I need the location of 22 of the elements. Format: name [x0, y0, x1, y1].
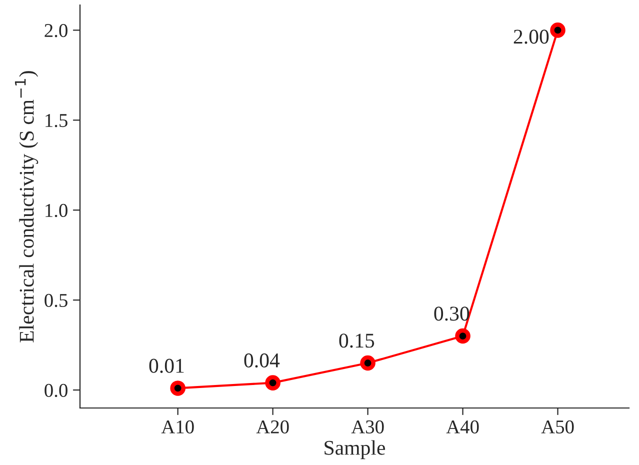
point [455, 328, 470, 344]
text: 0.04 [244, 353, 280, 368]
y-tick-label: 0.0 [44, 384, 68, 398]
text: 0.01 [149, 358, 184, 373]
text: 0.30 [434, 306, 470, 321]
y-tick-label: 1.0 [46, 204, 68, 218]
x-tick-label: A50 [541, 420, 574, 434]
x-tick-label: A20 [256, 420, 289, 434]
x-axis-title: Sample [324, 440, 386, 460]
x-tick-label: A30 [351, 420, 384, 434]
point [265, 375, 280, 390]
text: 2.00 [514, 30, 549, 44]
x-tick-label: A40 [446, 420, 479, 434]
x-tick-label: A10 [161, 420, 194, 434]
point [170, 380, 186, 396]
point [550, 22, 566, 38]
y-axis-title: Electrical conductivity (S cm$^{−1}$) [15, 71, 38, 342]
point [360, 355, 376, 371]
text: 0.15 [339, 334, 374, 348]
y-tick-label: 1.5 [46, 114, 68, 128]
y-tick-label: 2.0 [44, 24, 68, 38]
y-tick-label: 0.5 [44, 294, 68, 308]
